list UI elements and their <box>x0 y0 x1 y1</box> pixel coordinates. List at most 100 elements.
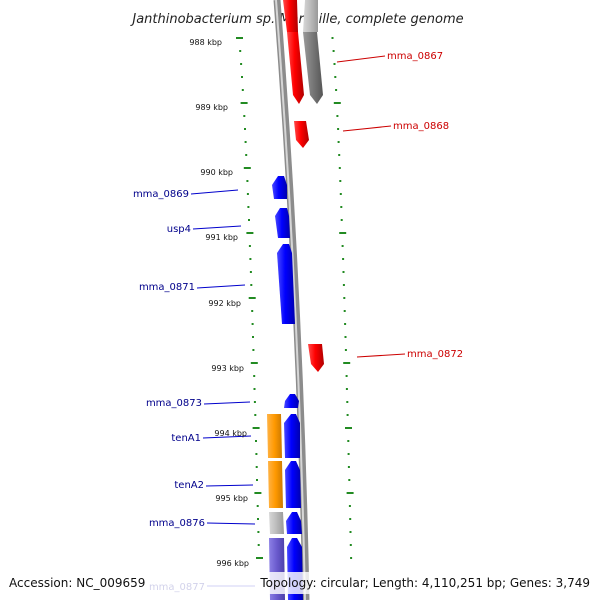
gene-label-mma_0869[interactable]: mma_0869 <box>133 189 189 200</box>
label-leader <box>356 353 406 358</box>
reverse-gene-labels: mma_0869 usp4 mma_0871 mma_0873 tenA1 te… <box>133 189 256 593</box>
minor-tick <box>257 544 260 546</box>
minor-tick <box>344 349 347 351</box>
minor-tick <box>241 76 243 78</box>
minor-tick <box>344 323 347 325</box>
gene-mma_0867-red-top[interactable] <box>283 0 298 32</box>
minor-tick <box>255 466 258 468</box>
gene-mma_0871[interactable] <box>277 244 295 324</box>
minor-tick <box>338 167 341 169</box>
minor-tick <box>331 37 334 39</box>
minor-tick <box>334 76 337 78</box>
genome-backbone-highlight <box>275 0 306 600</box>
gene-label-mma_0867[interactable]: mma_0867 <box>387 51 443 62</box>
major-tick <box>248 297 256 299</box>
tick-label: 993 kbp <box>211 364 244 373</box>
gene-label-mma_0872[interactable]: mma_0872 <box>407 349 463 360</box>
minor-tick <box>343 310 346 312</box>
minor-tick <box>257 518 259 520</box>
minor-tick <box>256 505 259 507</box>
minor-tick <box>349 518 352 520</box>
minor-tick <box>337 141 340 143</box>
gene-mma_0872[interactable] <box>308 344 324 372</box>
minor-tick <box>348 479 351 481</box>
footer-backdrop <box>0 572 600 594</box>
label-leader <box>336 55 386 63</box>
tick-label: 988 kbp <box>189 38 222 47</box>
label-leader <box>203 401 251 405</box>
tick-label: 996 kbp <box>216 559 249 568</box>
major-tick <box>236 37 243 39</box>
minor-tick <box>343 297 346 299</box>
minor-tick <box>342 258 345 260</box>
gene-label-tenA1[interactable]: tenA1 <box>171 433 201 444</box>
gene-label-tenA2[interactable]: tenA2 <box>174 480 204 491</box>
gene-mma_0869[interactable] <box>272 176 287 199</box>
minor-tick <box>255 453 258 455</box>
major-tick <box>343 362 351 364</box>
minor-tick <box>248 245 251 247</box>
minor-tick <box>342 284 345 286</box>
minor-tick <box>249 271 252 273</box>
gene-offscreen-top[interactable] <box>303 0 318 32</box>
gene-mma_0867-red[interactable] <box>287 32 304 104</box>
gene-tenA2[interactable] <box>268 461 283 508</box>
minor-tick <box>335 89 338 91</box>
left-tick-ruler <box>236 37 263 559</box>
gene-mma_0868[interactable] <box>294 121 309 148</box>
right-tick-ruler <box>331 37 354 559</box>
major-tick <box>250 362 258 364</box>
minor-tick <box>250 284 253 286</box>
minor-tick <box>254 414 257 416</box>
major-tick <box>333 102 341 104</box>
gene-usp4[interactable] <box>275 208 290 238</box>
tick-label: 992 kbp <box>208 299 241 308</box>
minor-tick <box>253 388 256 390</box>
gene-tenA1-reverse[interactable] <box>284 414 300 458</box>
minor-tick <box>344 336 347 338</box>
minor-tick <box>239 50 242 52</box>
minor-tick <box>332 50 335 52</box>
minor-tick <box>253 401 256 403</box>
minor-tick <box>339 180 342 182</box>
minor-tick <box>347 440 350 442</box>
gene-mma_0876-reverse[interactable] <box>286 512 302 534</box>
minor-tick <box>347 453 350 455</box>
gene-label-mma_0876[interactable]: mma_0876 <box>149 518 205 529</box>
minor-tick <box>345 375 348 377</box>
tick-label: 991 kbp <box>205 233 238 242</box>
minor-tick <box>340 206 343 208</box>
minor-tick <box>243 115 246 117</box>
gene-mma_0867-gray[interactable] <box>303 32 323 104</box>
major-tick <box>346 492 354 494</box>
major-tick <box>243 167 251 169</box>
major-tick <box>252 427 260 429</box>
minor-tick <box>252 336 254 338</box>
minor-tick <box>244 141 247 143</box>
minor-tick <box>346 401 349 403</box>
label-leader <box>206 522 256 525</box>
minor-tick <box>340 219 343 221</box>
gene-label-mma_0868[interactable]: mma_0868 <box>393 121 449 132</box>
gene-mma_0873[interactable] <box>284 394 299 408</box>
label-leader <box>205 484 254 487</box>
gene-tenA1[interactable] <box>267 414 282 458</box>
gene-label-mma_0873[interactable]: mma_0873 <box>146 398 202 409</box>
minor-tick <box>248 219 250 221</box>
gene-label-usp4[interactable]: usp4 <box>167 224 191 235</box>
tick-label: 994 kbp <box>214 429 247 438</box>
gene-label-mma_0871[interactable]: mma_0871 <box>139 282 195 293</box>
gene-mma_0876[interactable] <box>269 512 284 534</box>
gene-tenA2-reverse[interactable] <box>285 461 301 508</box>
major-tick <box>345 427 352 429</box>
minor-tick <box>350 557 353 559</box>
minor-tick <box>336 115 339 117</box>
minor-tick <box>255 440 257 442</box>
minor-tick <box>341 245 344 247</box>
tick-label: 989 kbp <box>195 103 228 112</box>
minor-tick <box>348 505 351 507</box>
label-leader <box>192 225 242 230</box>
forward-gene-labels: mma_0867 mma_0868 mma_0872 <box>336 51 463 360</box>
